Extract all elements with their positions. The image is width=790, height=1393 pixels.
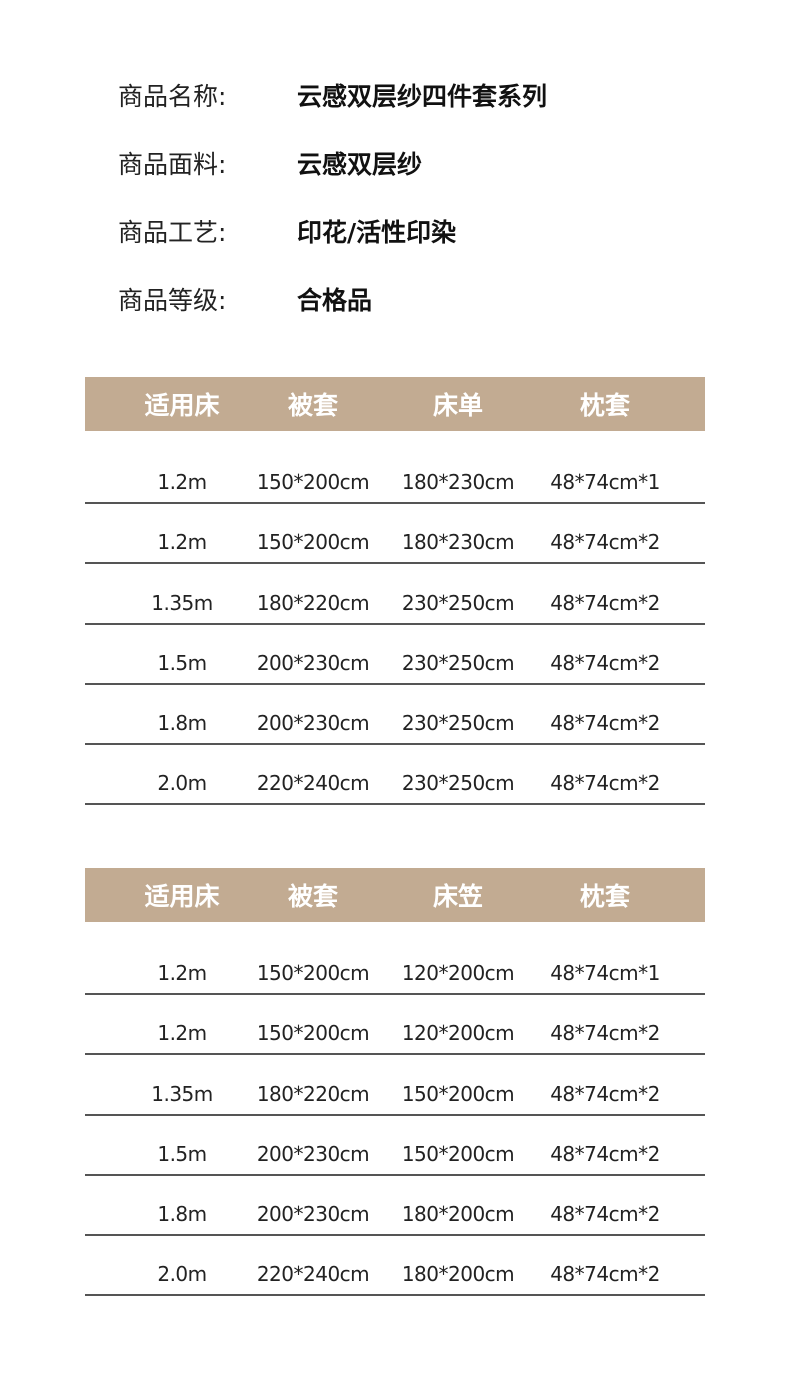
size-table: 适用床 被套 床笠 枕套 1.2m 150*200cm 120*200cm 48*74cm*1… (85, 868, 705, 1297)
column-header: 枕套 (579, 391, 631, 420)
column-header: 床单 (432, 391, 484, 420)
table-cell: 200*230cm (256, 711, 370, 736)
table-row: 1.8m 200*230cm 230*250cm 48*74cm*2 (85, 685, 705, 746)
table-cell: 220*240cm (256, 1262, 370, 1287)
info-row: 商品面料: 云感双层纱 (118, 143, 422, 183)
table-cell: 1.35m (151, 590, 213, 615)
size-table: 适用床 被套 床单 枕套 1.2m 150*200cm 180*230cm 48*74cm*1… (85, 377, 705, 806)
table-row: 1.2m 150*200cm 180*230cm 48*74cm*2 (85, 504, 705, 565)
table-cell: 48*74cm*2 (550, 1141, 660, 1166)
info-value: 印花/活性印染 (297, 218, 457, 247)
table-cell: 220*240cm (256, 771, 370, 796)
table-cell: 48*74cm*1 (550, 470, 660, 494)
table-cell: 1.5m (157, 1141, 207, 1166)
table-cell: 48*74cm*2 (550, 711, 660, 736)
table-cell: 150*200cm (256, 961, 370, 985)
table-cell: 200*230cm (256, 1202, 370, 1227)
table-row: 2.0m 220*240cm 180*200cm 48*74cm*2 (85, 1236, 705, 1297)
table-cell: 2.0m (157, 771, 207, 796)
table-row: 1.35m 180*220cm 150*200cm 48*74cm*2 (85, 1055, 705, 1116)
table-cell: 180*200cm (401, 1202, 515, 1227)
table-cell: 1.5m (157, 650, 207, 675)
table-cell: 48*74cm*2 (550, 1202, 660, 1227)
info-row: 商品等级: 合格品 (118, 279, 372, 319)
table-body: 1.2m 150*200cm 180*230cm 48*74cm*1 1.2m 150*2… (85, 431, 705, 806)
info-row: 商品工艺: 印花/活性印染 (118, 211, 456, 251)
table-header: 适用床 被套 床笠 枕套 (85, 868, 705, 922)
table-cell: 180*200cm (401, 1262, 515, 1287)
table-cell: 2.0m (157, 1262, 207, 1287)
table-cell: 1.2m (157, 470, 207, 494)
table-cell: 48*74cm*2 (550, 650, 660, 675)
table-row: 1.5m 200*230cm 150*200cm 48*74cm*2 (85, 1116, 705, 1176)
column-header: 被套 (287, 882, 339, 911)
table-cell: 1.8m (157, 711, 207, 736)
info-label: 商品工艺: (118, 218, 227, 247)
info-value: 云感双层纱四件套系列 (297, 82, 548, 111)
table-cell: 200*230cm (256, 1141, 370, 1166)
table-cell: 120*200cm (401, 961, 515, 985)
table-cell: 200*230cm (256, 650, 370, 675)
column-header: 适用床 (144, 391, 220, 420)
table-cell: 1.35m (151, 1081, 213, 1106)
column-header: 被套 (287, 391, 339, 420)
table-cell: 150*200cm (256, 470, 370, 494)
table-cell: 180*220cm (256, 590, 370, 615)
table-row: 1.5m 200*230cm 230*250cm 48*74cm*2 (85, 625, 705, 685)
table-cell: 180*230cm (401, 530, 515, 555)
table-row: 1.35m 180*220cm 230*250cm 48*74cm*2 (85, 564, 705, 625)
table-cell: 48*74cm*2 (550, 771, 660, 796)
table-cell: 1.2m (157, 1021, 207, 1046)
table-row: 1.8m 200*230cm 180*200cm 48*74cm*2 (85, 1176, 705, 1237)
info-value: 云感双层纱 (297, 150, 423, 179)
table-row: 1.2m 150*200cm 120*200cm 48*74cm*1 (85, 922, 705, 995)
table-cell: 48*74cm*2 (550, 530, 660, 555)
table-cell: 230*250cm (401, 771, 515, 796)
table-cell: 150*200cm (401, 1081, 515, 1106)
table-cell: 180*230cm (401, 470, 515, 494)
table-cell: 180*220cm (256, 1081, 370, 1106)
table-cell: 48*74cm*2 (550, 1021, 660, 1046)
table-body: 1.2m 150*200cm 120*200cm 48*74cm*1 1.2m 150*2… (85, 922, 705, 1297)
table-cell: 150*200cm (401, 1141, 515, 1166)
table-cell: 150*200cm (256, 530, 370, 555)
table-cell: 48*74cm*2 (550, 1081, 660, 1106)
table-cell: 230*250cm (401, 711, 515, 736)
table-cell: 150*200cm (256, 1021, 370, 1046)
table-cell: 1.8m (157, 1202, 207, 1227)
info-label: 商品等级: (118, 286, 227, 315)
table-row: 2.0m 220*240cm 230*250cm 48*74cm*2 (85, 745, 705, 806)
table-header: 适用床 被套 床单 枕套 (85, 377, 705, 431)
table-cell: 48*74cm*2 (550, 590, 660, 615)
table-cell: 230*250cm (401, 590, 515, 615)
info-row: 商品名称: 云感双层纱四件套系列 (118, 75, 547, 115)
table-cell: 230*250cm (401, 650, 515, 675)
table-cell: 48*74cm*2 (550, 1262, 660, 1287)
table-cell: 120*200cm (401, 1021, 515, 1046)
table-row: 1.2m 150*200cm 120*200cm 48*74cm*2 (85, 995, 705, 1056)
table-cell: 48*74cm*1 (550, 961, 660, 985)
info-label: 商品名称: (118, 82, 227, 111)
column-header: 床笠 (432, 882, 484, 911)
info-value: 合格品 (297, 286, 373, 315)
column-header: 枕套 (579, 882, 631, 911)
table-row: 1.2m 150*200cm 180*230cm 48*74cm*1 (85, 431, 705, 504)
column-header: 适用床 (144, 882, 220, 911)
info-label: 商品面料: (118, 150, 227, 179)
table-cell: 1.2m (157, 530, 207, 555)
table-cell: 1.2m (157, 961, 207, 985)
